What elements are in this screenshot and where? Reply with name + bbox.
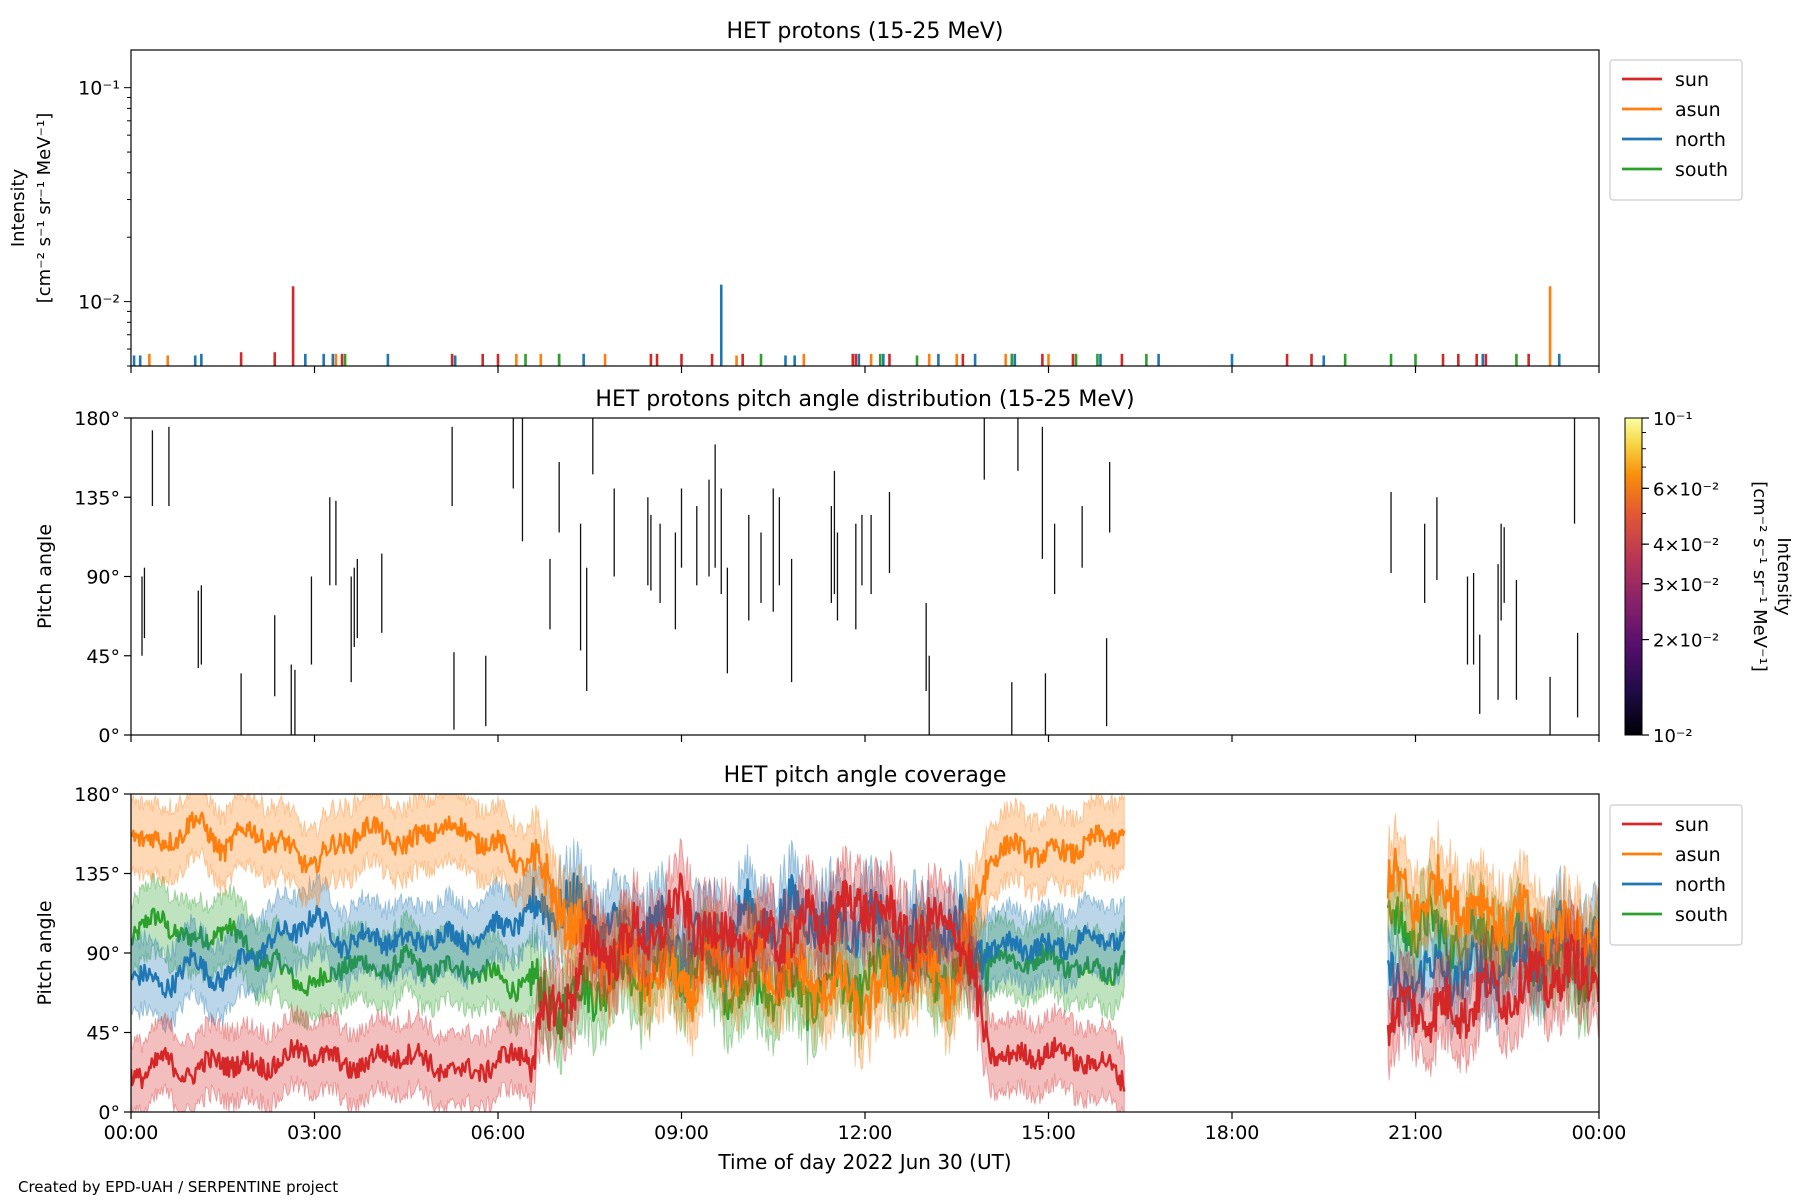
x-tick-label: 00:00 (104, 1122, 159, 1144)
y-axis-label: Intensity (8, 168, 29, 247)
y-tick-label: 135° (74, 487, 120, 509)
panel-intensity: 10⁻² 10⁻¹ HET protons (15-25 MeV) Intensity… (8, 19, 1743, 373)
legend-label-south: south (1675, 904, 1728, 926)
panel-title: HET protons pitch angle distribution (15… (595, 387, 1134, 412)
y-tick-label: 180° (74, 784, 120, 806)
colorbar (1624, 417, 1643, 736)
colorbar-tick-label: 3×10⁻² (1653, 575, 1719, 596)
panel-title: HET pitch angle coverage (724, 763, 1007, 788)
x-tick-label: 15:00 (1021, 1122, 1076, 1144)
legend-label-north: north (1675, 874, 1726, 896)
coverage-line-sun (1386, 933, 1599, 1047)
x-tick-label: 00:00 (1572, 1122, 1627, 1144)
x-tick-label: 03:00 (287, 1122, 342, 1144)
x-tick-label: 09:00 (654, 1122, 709, 1144)
legend: sun asun north south (1609, 804, 1743, 946)
coverage-line-asun (131, 811, 1126, 1036)
legend-label-sun: sun (1675, 69, 1709, 91)
colorbar-label-units: [cm⁻² s⁻¹ sr⁻¹ MeV⁻¹] (1749, 481, 1770, 672)
coverage-band-sun (131, 838, 1125, 1112)
y-axis-label: Pitch angle (34, 524, 56, 629)
legend-label-south: south (1675, 159, 1728, 181)
axes-frame (130, 49, 1600, 367)
legend-label-asun: asun (1675, 99, 1721, 121)
y-tick-label: 135° (74, 864, 120, 886)
y-tick-label: 0° (98, 1102, 120, 1124)
y-tick-label: 90° (86, 943, 120, 965)
panel-pitch-distribution: 0° 45° 90° 135° 180° HET protons pitch angle … (34, 387, 1794, 747)
coverage-line-asun (1386, 847, 1599, 965)
panel-title: HET protons (15-25 MeV) (727, 19, 1004, 44)
legend: sun asun north south (1609, 59, 1743, 201)
x-tick-label: 06:00 (471, 1122, 526, 1144)
colorbar-tick-label: 10⁻¹ (1653, 409, 1693, 430)
y-tick-label: 180° (74, 408, 120, 430)
legend-label-sun: sun (1675, 814, 1709, 836)
panel-pitch-coverage: 0° 45° 90° 135° 180° 00:00 03:00 06:00 09:00 12:0… (34, 763, 1743, 1174)
coverage-line-sun (131, 872, 1126, 1092)
legend-label-north: north (1675, 129, 1726, 151)
colorbar-tick-label: 4×10⁻² (1653, 535, 1719, 556)
colorbar-tick-label: 10⁻² (1653, 726, 1693, 747)
y-tick-label: 10⁻¹ (78, 78, 120, 100)
y-tick-label: 0° (98, 725, 120, 747)
legend-label-asun: asun (1675, 844, 1721, 866)
x-tick-label: 12:00 (838, 1122, 893, 1144)
legend-box (1609, 59, 1743, 201)
colorbar-label: Intensity (1773, 537, 1794, 616)
x-tick-label: 18:00 (1205, 1122, 1260, 1144)
x-axis-label: Time of day 2022 Jun 30 (UT) (717, 1150, 1011, 1174)
coverage-plot-area (131, 794, 1599, 1112)
colorbar-tick-label: 2×10⁻² (1653, 631, 1719, 652)
x-tick-label: 21:00 (1388, 1122, 1443, 1144)
legend-box (1609, 804, 1743, 946)
y-tick-label: 45° (86, 1023, 120, 1045)
credit-text: Created by EPD-UAH / SERPENTINE project (18, 1178, 339, 1196)
y-axis-label-units: [cm⁻² s⁻¹ sr⁻¹ MeV⁻¹] (34, 113, 55, 304)
y-axis-label: Pitch angle (34, 900, 56, 1005)
y-tick-label: 10⁻² (78, 292, 120, 314)
y-tick-label: 90° (86, 567, 120, 589)
y-tick-label: 45° (86, 646, 120, 668)
colorbar-tick-label: 6×10⁻² (1653, 479, 1719, 500)
